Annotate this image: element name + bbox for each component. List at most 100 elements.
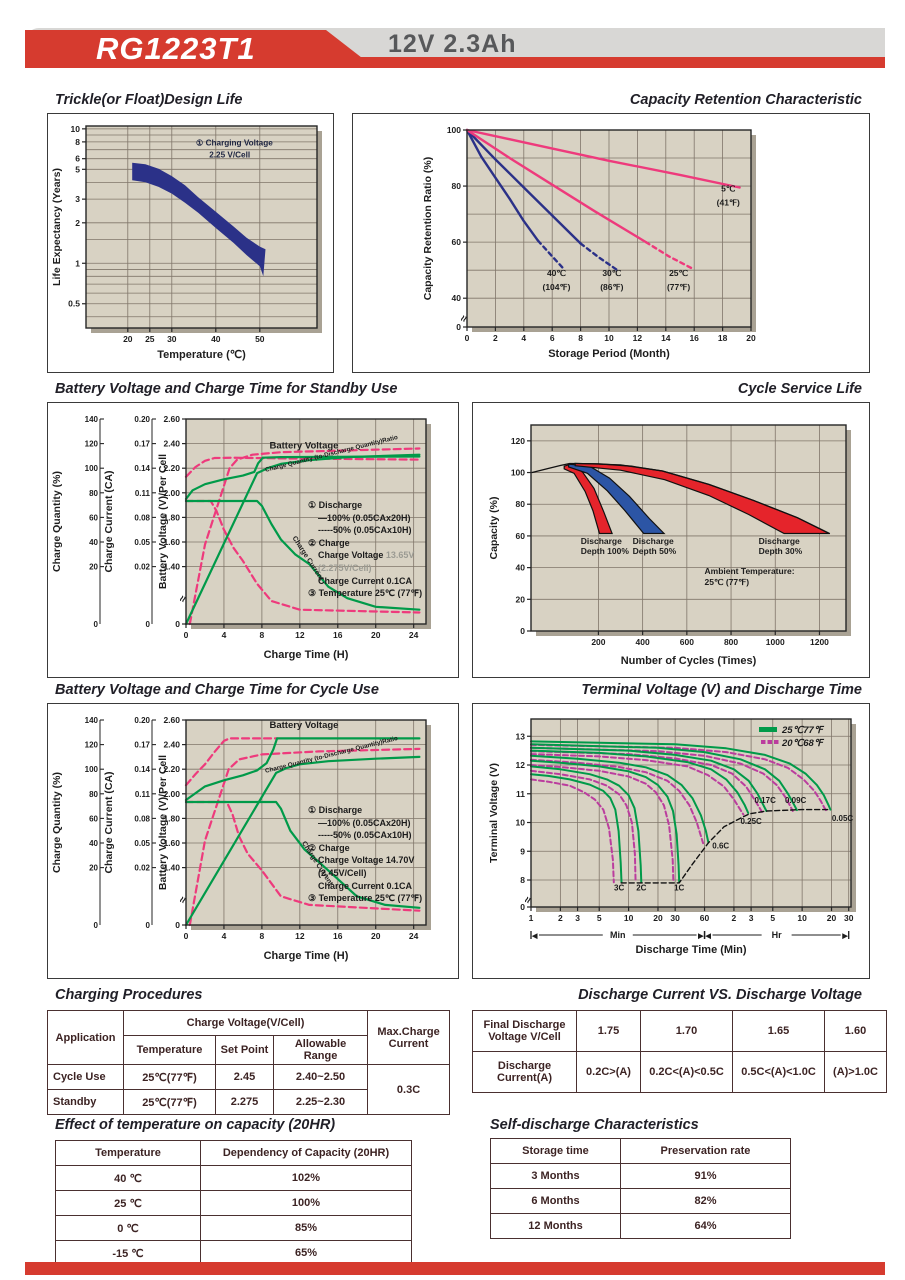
svg-text:1.40: 1.40	[163, 863, 180, 873]
svg-text:4: 4	[222, 630, 227, 640]
svg-text:100: 100	[85, 464, 99, 473]
svg-text:① Charging Voltage: ① Charging Voltage	[196, 139, 273, 148]
svg-text:20: 20	[653, 913, 663, 923]
table-row: 6 Months 82%	[490, 1188, 791, 1214]
svg-text:4: 4	[521, 333, 526, 343]
svg-text:6: 6	[550, 333, 555, 343]
section-title-self-discharge: Self-discharge Characteristics	[490, 1117, 699, 1133]
svg-text:18: 18	[718, 333, 728, 343]
cell-temp: -15 ℃	[55, 1240, 201, 1266]
svg-text:25℃77℉: 25℃77℉	[781, 725, 825, 736]
svg-text:8: 8	[578, 333, 583, 343]
model-number: RG1223T1	[96, 31, 256, 66]
panel-cycle-charge: 0 4 8 12 16 20 24 2.60 2.40 2.20 2.00 1.80 1.60 1.40 0…	[47, 703, 459, 979]
svg-text:1000: 1000	[766, 637, 785, 647]
svg-text:12: 12	[633, 333, 643, 343]
svg-text:1200: 1200	[810, 637, 829, 647]
svg-text:0: 0	[520, 902, 525, 912]
section-title-capacity-retention: Capacity Retention Characteristic	[629, 92, 862, 108]
svg-text:0.14: 0.14	[134, 765, 150, 774]
svg-text:Hr: Hr	[772, 930, 782, 940]
capacity-retention-chart: 0 2 4 6 8 10 12 14 16 18 201008060400≈40℃(104℉)30℃…	[422, 125, 756, 360]
svg-text:Life Expectancy (Years): Life Expectancy (Years)	[51, 168, 63, 286]
svg-text:0.02: 0.02	[134, 563, 150, 572]
svg-text:2.60: 2.60	[163, 414, 180, 424]
svg-text:0.05: 0.05	[134, 538, 150, 547]
table-row: 40 ℃ 102%	[55, 1165, 412, 1191]
svg-text:100: 100	[85, 765, 99, 774]
svg-text:40: 40	[452, 293, 462, 303]
svg-text:20: 20	[746, 333, 756, 343]
svg-text:3: 3	[75, 194, 80, 204]
svg-text:Depth 100%: Depth 100%	[581, 546, 630, 556]
cell-voltage: 1.70	[640, 1010, 733, 1052]
svg-text:(41℉): (41℉)	[717, 198, 740, 208]
svg-text:2: 2	[75, 218, 80, 228]
svg-text:1C: 1C	[674, 884, 684, 893]
svg-text:0: 0	[465, 333, 470, 343]
section-title-cycle-life: Cycle Service Life	[737, 381, 862, 397]
cell-months: 3 Months	[490, 1163, 621, 1189]
header-red-ribbon	[25, 30, 375, 68]
cell-months: 12 Months	[490, 1213, 621, 1239]
svg-text:Charge Time (H): Charge Time (H)	[264, 950, 349, 962]
section-title-terminal-voltage: Terminal Voltage (V) and Discharge Time	[581, 682, 862, 698]
cell-temperature: 25℃(77℉)	[123, 1064, 216, 1090]
svg-text:0.20: 0.20	[134, 716, 150, 725]
svg-text:140: 140	[85, 415, 99, 424]
footer-red-bar	[25, 1262, 885, 1275]
svg-text:◀: ◀	[705, 933, 712, 940]
svg-text:8: 8	[260, 931, 265, 941]
svg-text:Ambient Temperature:: Ambient Temperature:	[705, 566, 795, 576]
col-allowable-range: Allowable Range	[272, 1035, 369, 1065]
svg-text:14: 14	[661, 333, 671, 343]
col-set-point: Set Point	[215, 1035, 274, 1065]
cycle-charge-notes: ① Discharge —100% (0.05CAx20H) -----50% (0…	[308, 805, 423, 904]
svg-text:2.40: 2.40	[163, 740, 180, 750]
svg-text:0.09C: 0.09C	[785, 796, 807, 805]
table-row: 25 ℃ 100%	[55, 1190, 412, 1216]
svg-text:Discharge: Discharge	[581, 536, 622, 546]
cell-current-range: 0.2C<(A)<0.5C	[640, 1051, 733, 1093]
svg-text:120: 120	[85, 741, 99, 750]
svg-text:Terminal Voltage (V): Terminal Voltage (V)	[488, 763, 500, 863]
svg-text:20: 20	[371, 931, 381, 941]
svg-text:Capacity Retention Ratio (%): Capacity Retention Ratio (%)	[422, 157, 434, 301]
svg-text:Depth 30%: Depth 30%	[759, 546, 803, 556]
cell-application: Cycle Use	[47, 1064, 124, 1090]
svg-text:2.60: 2.60	[163, 715, 180, 725]
svg-text:10: 10	[797, 913, 807, 923]
section-title-cycle-charge: Battery Voltage and Charge Time for Cycl…	[55, 682, 379, 698]
svg-text:50: 50	[255, 334, 265, 344]
svg-text:400: 400	[636, 637, 650, 647]
svg-text:2.40: 2.40	[163, 439, 180, 449]
svg-text:0.14: 0.14	[134, 464, 150, 473]
svg-text:0.05C: 0.05C	[832, 814, 854, 823]
col-temperature: Temperature	[123, 1035, 216, 1065]
svg-text:0.6C: 0.6C	[712, 841, 729, 850]
col-charge-voltage: Charge Voltage(V/Cell)	[122, 1010, 369, 1036]
cycle-life-chart: 200 400 600 800 1000 1200120100806040200Disch…	[488, 424, 851, 667]
svg-text:6: 6	[75, 154, 80, 164]
svg-text:0: 0	[175, 619, 180, 629]
svg-text:1.60: 1.60	[163, 537, 180, 547]
header-red-stripe	[25, 57, 885, 68]
svg-text:8: 8	[260, 630, 265, 640]
svg-text:Battery Voltage: Battery Voltage	[269, 441, 338, 452]
svg-text:0.08: 0.08	[134, 513, 150, 522]
cell-months: 6 Months	[490, 1188, 621, 1214]
section-title-temp-capacity: Effect of temperature on capacity (20HR)	[55, 1117, 336, 1133]
svg-text:0.08: 0.08	[134, 814, 150, 823]
svg-text:8: 8	[520, 875, 525, 885]
svg-text:Min: Min	[610, 930, 626, 940]
svg-text:≈: ≈	[177, 895, 190, 906]
svg-text:0: 0	[184, 630, 189, 640]
svg-text:2.00: 2.00	[163, 789, 180, 799]
table-row: 12 Months 64%	[490, 1213, 791, 1239]
svg-text:▶: ▶	[841, 933, 848, 940]
temp-capacity-table: Temperature Dependency of Capacity (20HR…	[55, 1140, 412, 1266]
svg-text:10: 10	[71, 124, 81, 134]
svg-text:Discharge: Discharge	[759, 536, 800, 546]
svg-text:0.17: 0.17	[134, 741, 150, 750]
svg-text:(77℉): (77℉)	[667, 282, 690, 292]
